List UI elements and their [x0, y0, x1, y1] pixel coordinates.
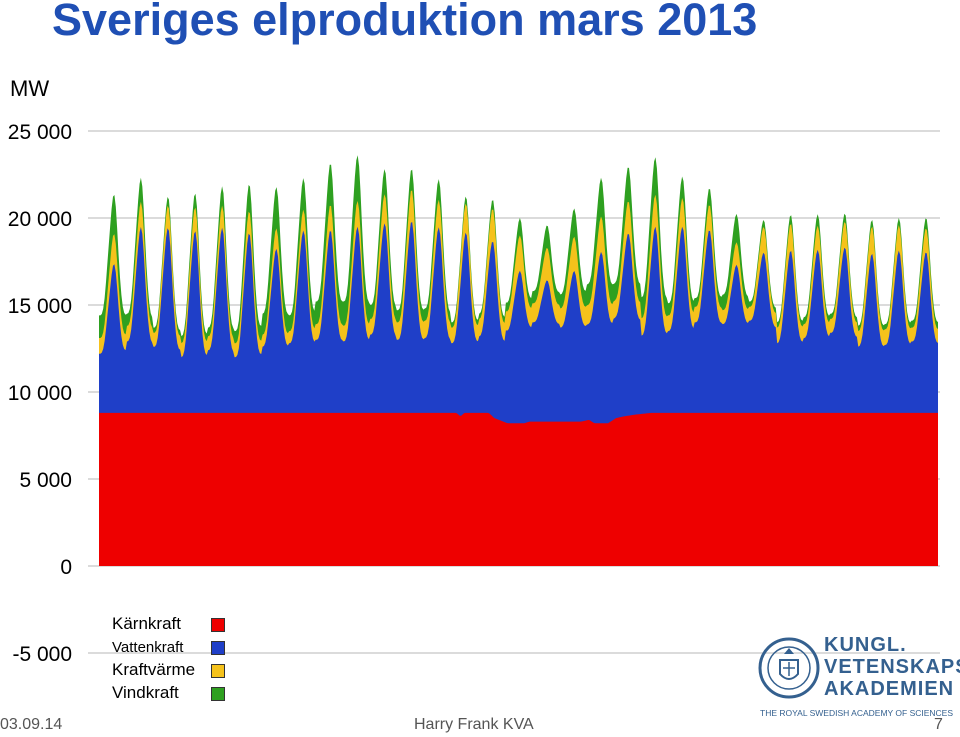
legend-label: Vindkraft: [112, 683, 179, 702]
academy-name: KUNGL. VETENSKAPS AKADEMIEN: [824, 634, 960, 700]
legend-label: Kraftvärme: [112, 660, 196, 679]
y-axis-unit-label: MW: [10, 76, 50, 101]
footer-page-number: 7: [934, 716, 943, 733]
legend-swatch-yellow: [211, 664, 225, 678]
y-tick-label: 0: [60, 556, 72, 579]
academy-name-line2: VETENSKAPS: [824, 656, 960, 678]
footer-author: Harry Frank KVA: [414, 716, 534, 733]
legend-item-vattenkraft: Vattenkraft: [112, 637, 225, 660]
area-karnkraft: [99, 412, 938, 566]
chart-title: Sveriges elproduktion mars 2013: [52, 0, 758, 45]
y-tick-labels: -5 000 0 5 000 10 000 15 000 20 000 25 000: [8, 121, 72, 666]
legend-swatch-blue: [211, 641, 225, 655]
legend-label: Kärnkraft: [112, 614, 181, 633]
stacked-areas: [99, 155, 938, 567]
y-tick-label: 10 000: [8, 382, 72, 405]
y-tick-label: -5 000: [12, 643, 72, 666]
y-tick-label: 5 000: [19, 469, 72, 492]
legend-swatch-red: [211, 618, 225, 632]
academy-seal-icon: [758, 637, 820, 699]
academy-subtitle: THE ROYAL SWEDISH ACADEMY OF SCIENCES: [760, 708, 954, 718]
legend-label: Vattenkraft: [112, 639, 184, 656]
academy-name-line1: KUNGL.: [824, 634, 907, 656]
legend-swatch-green: [211, 687, 225, 701]
y-tick-label: 25 000: [8, 121, 72, 144]
legend-item-vindkraft: Vindkraft: [112, 683, 225, 706]
legend-item-kraftvarme: Kraftvärme: [112, 660, 225, 683]
legend-item-karnkraft: Kärnkraft: [112, 614, 225, 637]
academy-logo: KUNGL. VETENSKAPS AKADEMIEN THE ROYAL SW…: [758, 630, 960, 722]
legend: Kärnkraft Vattenkraft Kraftvärme Vindkra…: [112, 614, 225, 706]
y-tick-label: 20 000: [8, 208, 72, 231]
footer-date: 03.09.14: [0, 716, 63, 733]
academy-name-line3: AKADEMIEN: [824, 678, 955, 700]
y-tick-label: 15 000: [8, 295, 72, 318]
